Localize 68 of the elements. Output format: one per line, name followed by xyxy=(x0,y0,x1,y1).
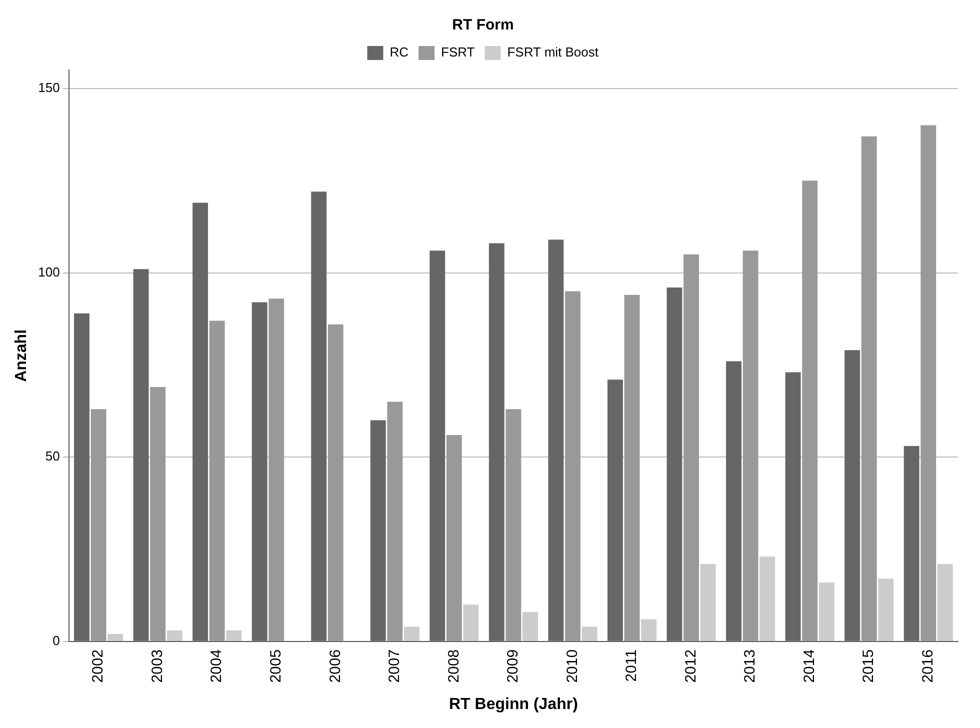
bar xyxy=(90,409,106,641)
x-tick-label: 2013 xyxy=(742,649,759,683)
x-tick-label: 2015 xyxy=(860,649,878,683)
x-axis-title: RT Beginn (Jahr) xyxy=(449,696,578,713)
bar xyxy=(226,630,242,641)
bar xyxy=(370,420,386,641)
x-tick-label: 2006 xyxy=(326,649,344,683)
x-tick-label: 2009 xyxy=(504,649,522,683)
bar xyxy=(785,372,801,641)
bar xyxy=(760,556,776,641)
y-tick-label: 50 xyxy=(45,448,60,464)
bar xyxy=(861,136,877,641)
bar xyxy=(582,626,598,641)
bar xyxy=(522,612,538,641)
bar xyxy=(74,313,90,641)
bar xyxy=(328,324,344,641)
bar xyxy=(937,564,953,641)
bar xyxy=(904,446,920,641)
bar xyxy=(700,564,716,641)
bar xyxy=(192,202,208,641)
bar xyxy=(311,192,327,641)
bar xyxy=(446,434,462,641)
bar xyxy=(387,402,403,641)
x-tick-label: 2016 xyxy=(920,649,937,683)
x-tick-label: 2010 xyxy=(564,649,581,683)
bar xyxy=(878,578,894,641)
bar xyxy=(463,604,479,641)
x-tick-label: 2011 xyxy=(623,649,640,682)
bar xyxy=(133,269,149,641)
bar xyxy=(108,634,124,641)
legend-label: RC xyxy=(390,44,409,60)
bar xyxy=(268,298,284,641)
bar xyxy=(684,254,699,641)
legend-title: RT Form xyxy=(452,16,514,34)
bar xyxy=(641,619,657,641)
x-tick-label: 2003 xyxy=(148,649,166,683)
bar xyxy=(920,125,936,641)
x-tick-label: 2005 xyxy=(267,649,284,683)
bar xyxy=(430,250,446,641)
x-tick-label: 2014 xyxy=(800,649,818,683)
legend-label: FSRT xyxy=(441,44,475,60)
y-tick-label: 100 xyxy=(38,264,60,280)
bar xyxy=(607,380,623,641)
bar xyxy=(166,630,182,641)
bar xyxy=(666,288,682,641)
bar xyxy=(506,409,522,641)
y-tick-label: 0 xyxy=(52,633,60,648)
x-tick-label: 2007 xyxy=(386,649,404,683)
bar xyxy=(726,361,742,641)
bar xyxy=(404,626,420,641)
bar xyxy=(209,320,225,641)
bar xyxy=(818,582,834,641)
bar xyxy=(252,302,268,641)
x-tick-label: 2008 xyxy=(445,649,462,683)
bar xyxy=(844,350,860,641)
legend-label: FSRT mit Boost xyxy=(507,44,599,60)
y-tick-label: 150 xyxy=(38,80,60,96)
bar xyxy=(150,387,166,641)
bar xyxy=(488,243,504,641)
bar xyxy=(548,240,564,641)
x-tick-label: 2004 xyxy=(208,649,226,683)
x-tick-label: 2012 xyxy=(682,649,700,683)
y-axis-title: Anzahl xyxy=(13,329,30,382)
bar xyxy=(742,250,758,641)
bar xyxy=(802,180,818,641)
bar xyxy=(564,291,580,641)
x-tick-label: 2002 xyxy=(90,649,107,683)
bar xyxy=(624,294,640,641)
